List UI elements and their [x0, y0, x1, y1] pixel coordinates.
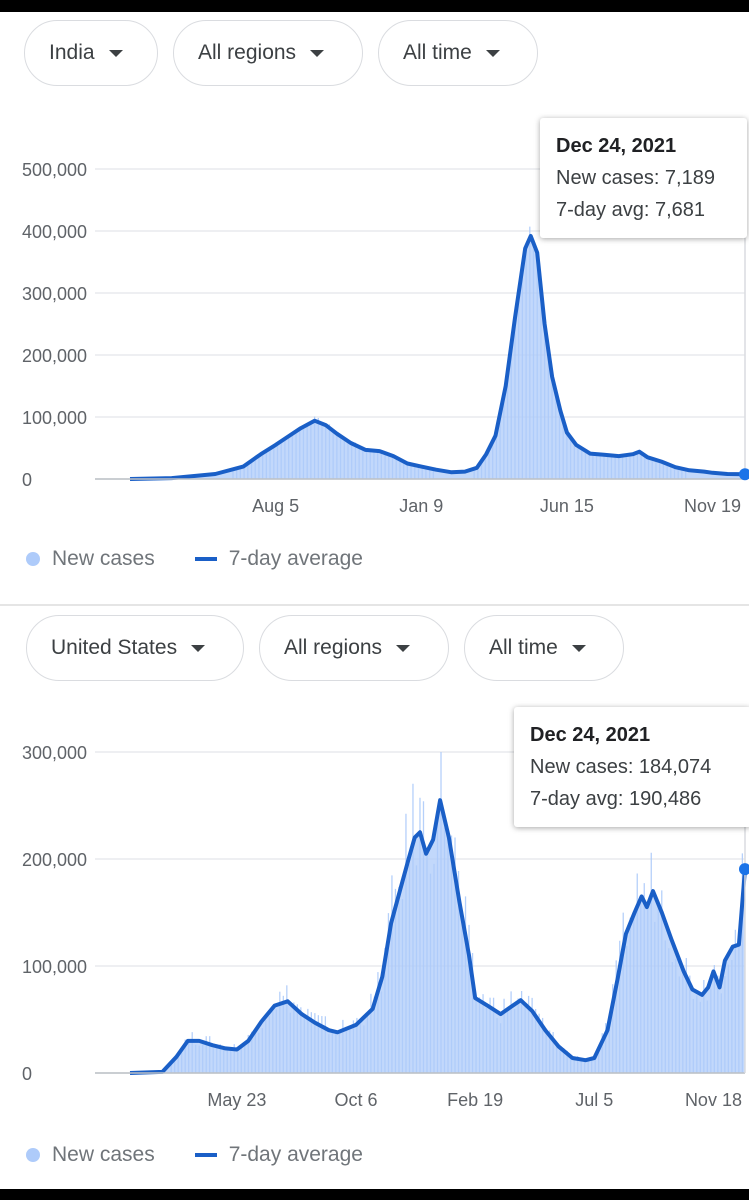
us-panel: United States All regions All time 0 100,… — [0, 606, 749, 1189]
x-tick-label: Jul 5 — [575, 1090, 613, 1110]
period-dropdown[interactable]: All time — [464, 615, 624, 681]
x-tick-label: Aug 5 — [252, 496, 299, 516]
legend-new-cases-label: New cases — [52, 1143, 155, 1166]
region-dropdown[interactable]: All regions — [259, 615, 449, 681]
y-tick-label: 100,000 — [22, 408, 87, 428]
tooltip-date: Dec 24, 2021 — [556, 135, 677, 157]
caret-down-icon — [396, 644, 411, 652]
x-tick-label: Nov 18 — [685, 1090, 742, 1110]
caret-down-icon — [108, 49, 123, 57]
x-tick-label: Jan 9 — [399, 496, 443, 516]
y-tick-label: 200,000 — [22, 850, 87, 870]
x-tick-label: Jun 15 — [540, 496, 594, 516]
tooltip-new-cases: New cases: 184,074 — [530, 756, 712, 778]
tooltip-new-cases: New cases: 7,189 — [556, 167, 715, 189]
y-tick-label: 400,000 — [22, 222, 87, 242]
country-label: United States — [51, 636, 178, 659]
caret-down-icon — [485, 49, 500, 57]
caret-down-icon — [571, 644, 586, 652]
x-tick-label: Nov 19 — [684, 496, 741, 516]
seven-day-average-line — [129, 798, 747, 1075]
us-legend: New cases 7-day average — [26, 1143, 363, 1167]
x-tick-label: Oct 6 — [335, 1090, 378, 1110]
india-cases-chart[interactable]: 0 100,000 200,000 300,000 400,000 500,000 Aug … — [0, 12, 749, 532]
caret-down-icon — [310, 49, 325, 57]
legend-avg-label: 7-day average — [228, 1143, 363, 1166]
seven-day-average-line — [129, 234, 746, 481]
x-tick-label: May 23 — [207, 1090, 266, 1110]
avg-legend-line-icon — [194, 1153, 217, 1157]
y-tick-label: 100,000 — [22, 957, 87, 977]
x-tick-label: Feb 19 — [447, 1090, 503, 1110]
tooltip-avg: 7-day avg: 7,681 — [556, 199, 705, 221]
new-cases-legend-dot-icon — [26, 1148, 40, 1162]
new-cases-legend-dot-icon — [26, 552, 40, 566]
region-label: All regions — [284, 636, 383, 659]
region-dropdown[interactable]: All regions — [173, 20, 363, 86]
y-tick-label: 0 — [22, 470, 32, 490]
country-dropdown[interactable]: United States — [26, 615, 244, 681]
period-dropdown[interactable]: All time — [378, 20, 538, 86]
panel-divider — [0, 604, 749, 606]
hover-point — [739, 863, 749, 876]
hover-point — [739, 468, 749, 481]
region-label: All regions — [198, 41, 297, 64]
y-tick-label: 500,000 — [22, 160, 87, 180]
tooltip-date: Dec 24, 2021 — [530, 724, 651, 746]
y-tick-label: 300,000 — [22, 743, 87, 763]
legend-new-cases-label: New cases — [52, 547, 155, 570]
country-dropdown[interactable]: India — [24, 20, 158, 86]
country-label: India — [49, 41, 95, 64]
y-tick-label: 200,000 — [22, 346, 87, 366]
tooltip-avg: 7-day avg: 190,486 — [530, 788, 702, 810]
period-label: All time — [489, 636, 558, 659]
us-tooltip: Dec 24, 2021 New cases: 184,074 7-day av… — [514, 707, 749, 827]
new-cases-area — [130, 236, 745, 479]
legend-avg-label: 7-day average — [228, 547, 363, 570]
caret-down-icon — [191, 644, 206, 652]
period-label: All time — [403, 41, 472, 64]
y-tick-label: 0 — [22, 1064, 32, 1084]
india-tooltip: Dec 24, 2021 New cases: 7,189 7-day avg:… — [540, 118, 747, 238]
india-panel: India All regions All time 0 100,000 200,0… — [0, 12, 749, 604]
avg-legend-line-icon — [194, 557, 217, 561]
y-tick-label: 300,000 — [22, 284, 87, 304]
us-cases-chart[interactable]: 0 100,000 200,000 300,000 May 23 Oct 6 Feb 19 J… — [0, 606, 749, 1126]
india-legend: New cases 7-day average — [26, 547, 363, 571]
